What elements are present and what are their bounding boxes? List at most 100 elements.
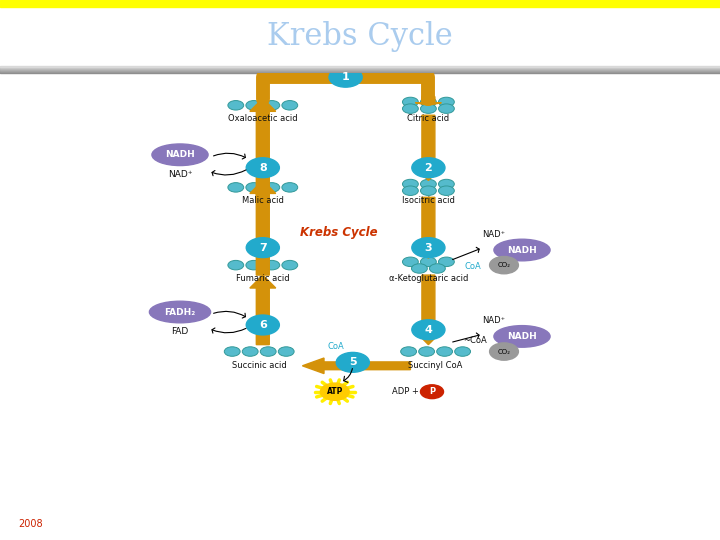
Circle shape xyxy=(412,264,428,273)
Circle shape xyxy=(402,179,418,189)
Text: Malic acid: Malic acid xyxy=(242,197,284,205)
Text: 2: 2 xyxy=(425,163,432,173)
Text: 6: 6 xyxy=(259,320,266,330)
Text: CoA: CoA xyxy=(464,262,481,272)
Text: 2008: 2008 xyxy=(18,519,42,529)
Bar xyxy=(0,68,720,69)
Circle shape xyxy=(264,100,280,110)
Circle shape xyxy=(420,385,444,399)
Text: Succinic acid: Succinic acid xyxy=(232,361,287,369)
Ellipse shape xyxy=(152,144,208,166)
Text: α-Ketoglutaric acid: α-Ketoglutaric acid xyxy=(389,274,468,283)
Text: 3: 3 xyxy=(425,242,432,253)
Text: FADH₂: FADH₂ xyxy=(164,307,196,316)
Bar xyxy=(0,70,720,71)
Text: 4: 4 xyxy=(425,325,432,335)
Circle shape xyxy=(228,183,243,192)
Text: ATP: ATP xyxy=(327,387,343,396)
Circle shape xyxy=(246,183,262,192)
Circle shape xyxy=(402,186,418,195)
Bar xyxy=(0,72,720,73)
Circle shape xyxy=(436,347,452,356)
FancyArrow shape xyxy=(250,180,276,275)
Circle shape xyxy=(228,260,243,270)
Circle shape xyxy=(246,260,262,270)
Circle shape xyxy=(454,347,471,356)
FancyArrow shape xyxy=(415,275,441,345)
Text: Citric acid: Citric acid xyxy=(408,114,449,123)
Text: CO₂: CO₂ xyxy=(498,348,510,355)
Text: 1: 1 xyxy=(342,72,349,82)
Circle shape xyxy=(438,179,454,189)
Circle shape xyxy=(282,100,298,110)
Text: Oxaloacetic acid: Oxaloacetic acid xyxy=(228,114,297,123)
Circle shape xyxy=(264,260,280,270)
Bar xyxy=(0,66,720,68)
Text: ADP +: ADP + xyxy=(392,387,419,396)
FancyArrow shape xyxy=(415,197,441,258)
Text: Succinyl CoA: Succinyl CoA xyxy=(408,361,463,369)
Circle shape xyxy=(429,264,445,273)
FancyArrow shape xyxy=(250,275,276,345)
Text: NAD⁺: NAD⁺ xyxy=(482,316,505,326)
Text: 8: 8 xyxy=(259,163,266,173)
Bar xyxy=(0,69,720,70)
Circle shape xyxy=(261,347,276,356)
Circle shape xyxy=(420,97,436,107)
Text: NADH: NADH xyxy=(165,150,195,159)
FancyArrow shape xyxy=(250,98,276,197)
Bar xyxy=(0,71,720,72)
Ellipse shape xyxy=(494,239,550,261)
Text: Krebs Cycle: Krebs Cycle xyxy=(300,226,377,239)
Bar xyxy=(0,65,720,66)
Text: ~CoA: ~CoA xyxy=(463,336,487,345)
Circle shape xyxy=(225,347,240,356)
Text: 7: 7 xyxy=(259,242,266,253)
Ellipse shape xyxy=(494,326,550,347)
Text: 5: 5 xyxy=(349,357,356,367)
Circle shape xyxy=(490,343,518,360)
Circle shape xyxy=(246,158,279,178)
Circle shape xyxy=(402,257,418,267)
Circle shape xyxy=(320,383,349,400)
Circle shape xyxy=(412,320,445,340)
Text: FAD: FAD xyxy=(171,327,189,336)
Circle shape xyxy=(278,347,294,356)
Text: NADH: NADH xyxy=(507,332,537,341)
Circle shape xyxy=(420,104,436,113)
Text: CoA: CoA xyxy=(328,342,344,352)
Circle shape xyxy=(246,100,262,110)
Text: NADH: NADH xyxy=(507,246,537,254)
Circle shape xyxy=(420,179,436,189)
Circle shape xyxy=(246,238,279,258)
Circle shape xyxy=(420,186,436,195)
Circle shape xyxy=(438,257,454,267)
Text: Krebs Cycle: Krebs Cycle xyxy=(267,21,453,52)
Circle shape xyxy=(419,347,435,356)
Circle shape xyxy=(264,183,280,192)
Circle shape xyxy=(228,100,243,110)
Ellipse shape xyxy=(150,301,211,323)
FancyArrow shape xyxy=(302,358,410,374)
Circle shape xyxy=(438,186,454,195)
Circle shape xyxy=(282,183,298,192)
Circle shape xyxy=(438,104,454,113)
Circle shape xyxy=(438,97,454,107)
FancyArrow shape xyxy=(415,115,441,180)
Circle shape xyxy=(246,315,279,335)
Circle shape xyxy=(412,158,445,178)
Text: Isocitric acid: Isocitric acid xyxy=(402,197,455,205)
Text: Fumaric acid: Fumaric acid xyxy=(236,274,289,283)
Circle shape xyxy=(412,238,445,258)
Circle shape xyxy=(242,347,258,356)
Text: NAD⁺: NAD⁺ xyxy=(168,170,192,179)
Circle shape xyxy=(329,68,362,87)
Circle shape xyxy=(490,256,518,274)
Circle shape xyxy=(420,257,436,267)
Bar xyxy=(0,0,720,7)
Circle shape xyxy=(402,104,418,113)
Circle shape xyxy=(282,260,298,270)
Text: CO₂: CO₂ xyxy=(498,262,510,268)
Text: P: P xyxy=(429,387,435,396)
Text: NAD⁺: NAD⁺ xyxy=(482,230,505,239)
